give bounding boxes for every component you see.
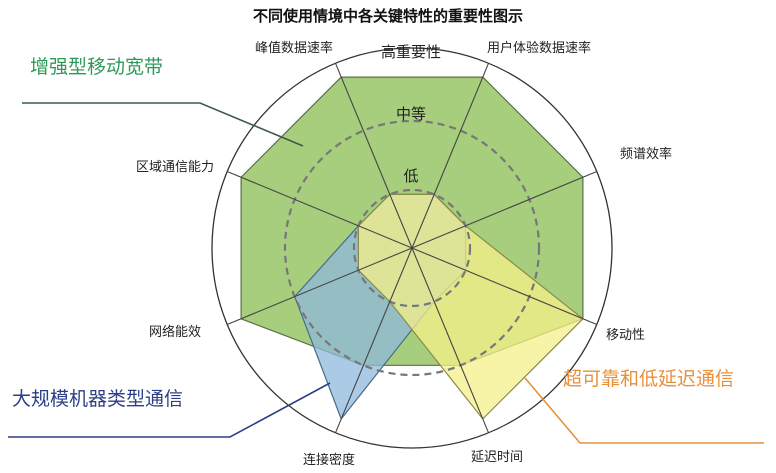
level-label: 中等 bbox=[396, 105, 426, 123]
scenario-label: 超可靠和低延迟通信 bbox=[563, 368, 734, 390]
axis-label: 区域通信能力 bbox=[136, 160, 214, 175]
scenario-shapes bbox=[240, 76, 584, 421]
low-level-ring bbox=[352, 188, 472, 308]
scenario-label: 增强型移动宽带 bbox=[30, 56, 163, 78]
callout-line bbox=[22, 102, 304, 147]
axis-label: 网络能效 bbox=[149, 324, 201, 340]
axis-label: 用户体验数据速率 bbox=[487, 40, 591, 56]
spoke-line bbox=[227, 170, 597, 326]
outer-circle bbox=[211, 47, 613, 449]
scenario-label: 大规模机器类型通信 bbox=[12, 388, 183, 410]
axis-label: 连接密度 bbox=[303, 452, 355, 468]
axis-label: 延迟时间 bbox=[471, 450, 523, 465]
radar-grid bbox=[211, 47, 613, 449]
medium-level-ring bbox=[283, 119, 541, 377]
diagram-title: 不同使用情境中各关键特性的重要性图示 bbox=[253, 7, 523, 25]
axis-label: 移动性 bbox=[606, 328, 645, 343]
axis-label: 峰值数据速率 bbox=[255, 40, 333, 56]
axis-label: 频谱效率 bbox=[620, 146, 672, 162]
level-label: 高重要性 bbox=[381, 43, 441, 61]
level-label: 低 bbox=[403, 167, 418, 185]
callout-line bbox=[524, 377, 764, 444]
callout-line bbox=[8, 382, 331, 438]
